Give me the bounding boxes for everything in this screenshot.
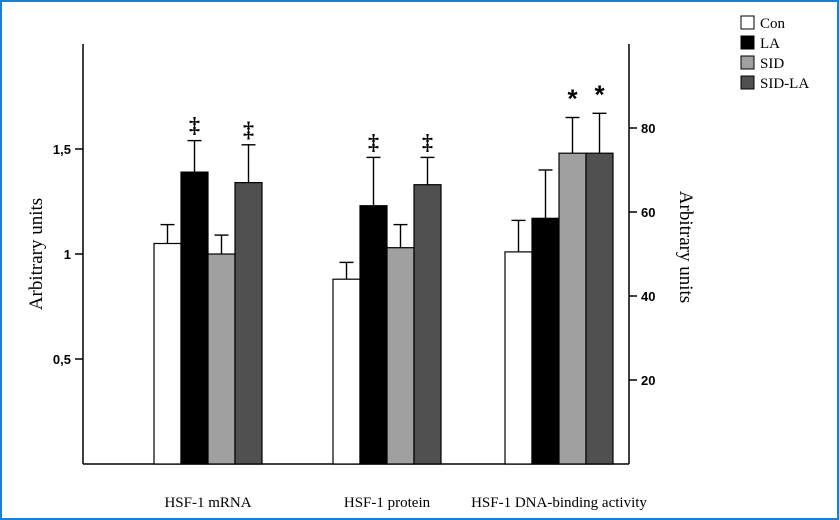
right-tick-label: 20: [641, 373, 655, 388]
bar-la: [531, 217, 560, 465]
left-tick-label: 1,5: [53, 142, 71, 157]
significance-marker: *: [567, 84, 578, 114]
category-label: HSF-1 protein: [344, 495, 431, 511]
bar-la: [359, 205, 388, 465]
significance-marker: *: [594, 79, 605, 109]
significance-marker: ‡: [368, 129, 379, 154]
significance-marker: ‡: [243, 117, 254, 142]
bar-con: [332, 278, 361, 465]
bar-con: [504, 251, 533, 465]
bar-sid-la: [585, 152, 614, 465]
bar-sid: [386, 247, 415, 465]
bar-sid: [207, 253, 236, 465]
bar-con: [153, 242, 182, 465]
legend-swatch-con: [740, 15, 755, 30]
bar-sid-la: [413, 184, 442, 465]
category-label: HSF-1 mRNA: [164, 495, 251, 511]
legend-swatch-sid: [740, 55, 755, 70]
right-y-axis-title: Arbitrary units: [675, 191, 696, 303]
legend-label: SID-LA: [760, 76, 809, 92]
legend-label: Con: [760, 16, 786, 32]
significance-marker: ‡: [189, 113, 200, 138]
left-tick-label: 1: [64, 247, 71, 262]
bar-la: [180, 171, 209, 465]
left-y-axis-title: Arbitrary units: [26, 198, 47, 310]
left-tick-label: 0,5: [53, 352, 71, 367]
legend-label: SID: [760, 56, 784, 72]
right-tick-label: 80: [641, 121, 655, 136]
legend-swatch-la: [740, 35, 755, 50]
significance-marker: ‡: [422, 129, 433, 154]
right-tick-label: 40: [641, 289, 655, 304]
legend-swatch-sid-la: [740, 75, 755, 90]
category-label: HSF-1 DNA-binding activity: [471, 495, 647, 511]
right-tick-label: 60: [641, 205, 655, 220]
bar-sid: [558, 152, 587, 465]
bar-sid-la: [234, 182, 263, 465]
legend-label: LA: [760, 36, 780, 52]
